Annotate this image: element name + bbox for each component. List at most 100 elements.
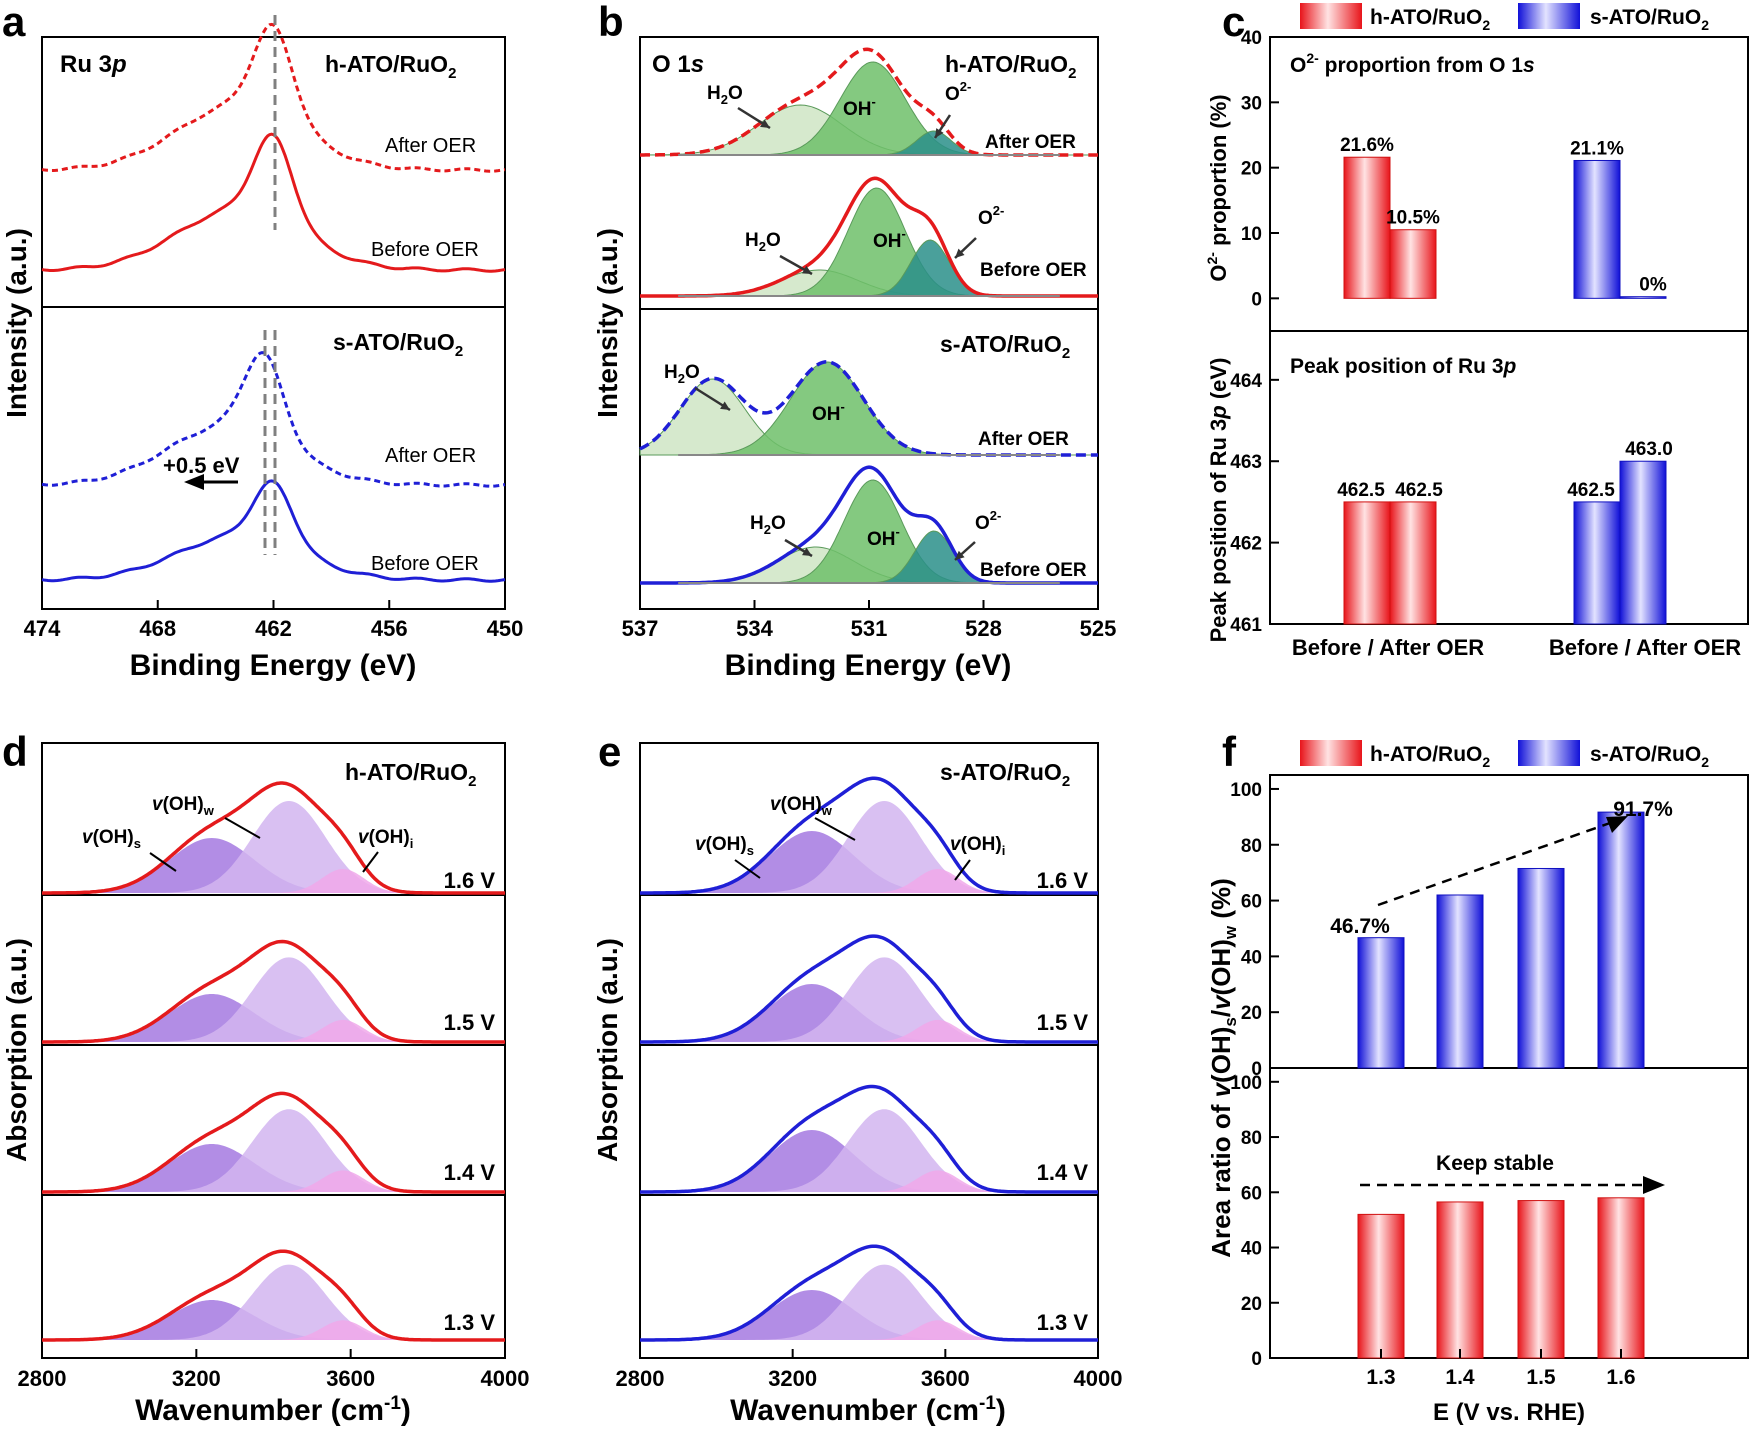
d-component [80,1109,467,1192]
e-sample: s-ATO/RuO [940,759,1062,785]
b-sample-top: h-ATO/RuO [945,51,1068,77]
e-component [678,1264,1060,1340]
svg-text:Wavenumber (cm-1): Wavenumber (cm-1) [135,1393,411,1427]
b-annot-label: H2O [664,362,700,386]
panel-letter-e: e [598,728,621,775]
d-voltage-label: 1.5 V [444,1010,496,1035]
svg-text:s-ATO/RuO2: s-ATO/RuO2 [1590,743,1709,770]
f-top-ytick-label: 0 [1251,1059,1262,1080]
svg-text:v(OH)s: v(OH)s [695,834,754,858]
e-spectrum [640,1084,1098,1194]
panel-c: h-ATO/RuO2 s-ATO/RuO2 O2- proportion fro… [1204,3,1741,660]
b-label-h-before: Before OER [980,260,1087,281]
f-annot-low: 46.7% [1330,915,1390,938]
e-voltage-label: 1.6 V [1037,868,1089,893]
f-xlabel: E (V vs. RHE) [1433,1399,1585,1426]
e-xlabel: Wavenumber (cm [730,1394,979,1427]
svg-text:h-ATO/RuO2: h-ATO/RuO2 [1370,743,1490,770]
f-top-ytick-label: 60 [1241,892,1262,913]
b-xtick-label: 534 [736,616,773,641]
panel-frames [41,36,1749,1359]
svg-text:h-ATO/RuO2: h-ATO/RuO2 [325,51,456,82]
e-component [678,831,1060,893]
c-top-ytick-label: 0 [1251,289,1262,310]
f-legend-h-swatch [1300,740,1362,766]
f-top-ytick-label: 100 [1230,780,1262,801]
c-legend-h: h-ATO/RuO [1370,6,1482,29]
e-component [678,1320,1060,1340]
f-top-bar [1436,894,1484,1069]
a-xtick-label: 468 [139,616,176,641]
c-bottom-title: Peak position of Ru 3 [1290,355,1504,378]
e-component [678,801,1060,893]
f-top-ytick-label: 40 [1241,947,1262,968]
svg-text:v(OH)i: v(OH)i [358,827,413,851]
c-top-ylabel-rest: proportion (%) [1206,94,1231,252]
c-bottom-ylabel-p: p [1206,405,1231,419]
c-bottom-ytick-label: 461 [1230,615,1262,636]
b-sample-bottom: s-ATO/RuO [940,331,1062,357]
a-sample-bottom: s-ATO/RuO [333,329,455,355]
f-xtick-label: 1.3 [1366,1366,1395,1389]
b-annot-label: O2- [978,203,1004,229]
d-xtick-label: 4000 [481,1366,530,1391]
b-xtick-label: 525 [1080,616,1117,641]
svg-text:v(OH)w: v(OH)w [152,794,215,818]
frame-d [41,742,506,1359]
b-annot-label: OH- [867,524,900,550]
c-bottom-ytick-label: 463 [1230,452,1262,473]
c-top-bar [1389,229,1437,299]
b-xtick-label: 537 [622,616,659,641]
f-bottom-bar [1517,1200,1565,1359]
c-bottom-ylabel-unit: (eV) [1206,358,1231,406]
c-bottom-bar-label: 462.5 [1567,480,1615,501]
c-bottom-bar-label: 462.5 [1337,480,1385,501]
d-spectrum [42,1249,505,1342]
f-xtick-label: 1.6 [1606,1366,1635,1389]
frame-e [639,742,1099,1359]
a-label-s-after: After OER [385,445,476,467]
svg-text:Peak position of Ru 3p: Peak position of Ru 3p [1290,355,1517,378]
d-voltage-label: 1.4 V [444,1160,496,1185]
b-title-italic: s [691,51,704,78]
c-bottom-ylabel: Peak position of Ru 3 [1206,419,1231,643]
c-bottom-bar-label: 462.5 [1395,480,1443,501]
c-bottom-ytick-label: 462 [1230,534,1262,555]
c-bottom-bar [1573,501,1621,625]
panel-d: h-ATO/RuO2 1.6 V 1.5 V 1.4 V 1.3 V v(OH)s v… [1,759,529,1427]
panel-f: h-ATO/RuO2 s-ATO/RuO2 0 20 40 60 80 100 0 20 40… [1206,740,1709,1426]
svg-text:h-ATO/RuO2: h-ATO/RuO2 [945,51,1076,82]
d-component [80,1320,467,1340]
e-component [678,869,1060,893]
e-spectrum [640,1244,1098,1342]
c-top-title-s: s [1523,54,1535,77]
d-component [80,1300,467,1340]
panel-letter-d: d [2,728,28,775]
panel-letter-c: c [1222,0,1245,45]
a-xlabel: Binding Energy (eV) [130,649,417,682]
svg-text:O 1s: O 1s [652,51,704,78]
panel-letter-f: f [1222,728,1237,775]
e-annotations: v(OH)s v(OH)w v(OH)i [695,794,1005,858]
d-component [80,1144,467,1192]
svg-text:Area ratio of v(OH)s/v(OH)w (%: Area ratio of v(OH)s/v(OH)w (%) [1206,878,1240,1258]
f-legend-h: h-ATO/RuO [1370,743,1482,766]
c-top-title-rest: proportion from O 1 [1319,54,1523,77]
d-xtick-label: 2800 [18,1366,67,1391]
d-ylabel: Absorption (a.u.) [1,938,32,1162]
c-legend-s-swatch [1518,3,1580,29]
panel-b: O 1s h-ATO/RuO2 s-ATO/RuO2 After OER Bef… [592,47,1117,682]
d-component [80,994,467,1042]
b-annot-arrowhead [802,547,812,556]
svg-text:s-ATO/RuO2: s-ATO/RuO2 [333,329,463,360]
f-annot-high: 91.7% [1613,798,1673,821]
f-bottom-ytick-label: 0 [1251,1349,1262,1370]
b-annot-label: OH- [812,399,845,425]
c-top-bar [1619,296,1667,299]
b-annot-arrowhead [955,248,965,258]
d-component [80,838,467,893]
f-top-bar [1517,867,1565,1069]
d-spectrum [42,939,505,1044]
a-xtick-label: 462 [255,616,292,641]
d-vs-label: (OH) [93,827,134,848]
